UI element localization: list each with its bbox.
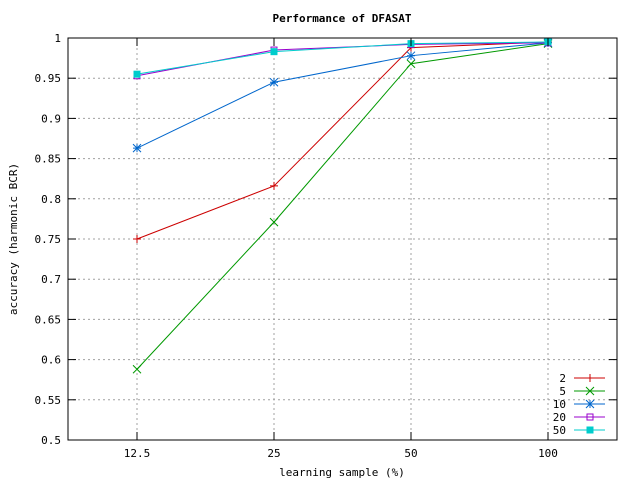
y-tick-label: 0.7: [41, 273, 61, 286]
series-line: [136, 43, 549, 370]
data-point-plus: [270, 181, 278, 190]
data-point-star: [132, 143, 142, 153]
series-5: [132, 39, 553, 374]
series-line: [136, 41, 549, 75]
legend-label: 5: [559, 385, 566, 398]
data-point-cross: [585, 386, 595, 396]
y-tick-label: 0.75: [35, 233, 62, 246]
data-point-cross: [132, 364, 142, 374]
y-tick-label: 0.6: [41, 354, 61, 367]
y-tick-label: 0.55: [35, 394, 62, 407]
data-point-plus: [586, 374, 594, 382]
legend-item: 10: [553, 398, 605, 411]
legend-item: 2: [559, 372, 605, 385]
data-point-cross: [269, 217, 279, 227]
x-axis-label: learning sample (%): [279, 466, 405, 479]
legend-label: 10: [553, 398, 566, 411]
axis-layer: 0.5 0.55 0.6 0.65 0.7 0.75 0.8 0.85 0.9 0.95 1 12.5…: [35, 32, 617, 460]
y-tick-label: 0.5: [41, 434, 61, 447]
x-tick-label: 12.5: [124, 447, 151, 460]
y-tick-label: 1: [54, 32, 61, 45]
data-point-star: [269, 77, 279, 87]
data-point-filled-square: [133, 70, 141, 78]
grid-layer: [68, 38, 617, 440]
series-20: [133, 39, 552, 80]
legend-label: 50: [553, 424, 566, 437]
data-point-star: [585, 399, 595, 409]
data-point-square: [586, 413, 594, 421]
data-point-star: [406, 51, 416, 61]
series-10: [132, 38, 553, 153]
y-tick-label: 0.9: [41, 112, 61, 125]
y-tick-label: 0.85: [35, 153, 62, 166]
y-tick-label: 0.95: [35, 72, 62, 85]
legend-label: 20: [553, 411, 566, 424]
y-tick-label: 0.8: [41, 193, 61, 206]
series-layer: [132, 38, 553, 374]
legend-label: 2: [559, 372, 566, 385]
y-axis-label: accuracy (harmonic BCR): [7, 163, 20, 315]
data-point-cross: [406, 59, 416, 69]
x-tick-label: 100: [538, 447, 558, 460]
x-tick-label: 50: [404, 447, 417, 460]
series-line: [136, 42, 549, 149]
legend-item: 50: [553, 424, 605, 437]
legend-item: 5: [559, 385, 605, 398]
y-tick-label: 0.65: [35, 313, 62, 326]
chart-title: Performance of DFASAT: [272, 12, 411, 25]
x-tick-label: 25: [267, 447, 280, 460]
data-point-plus: [133, 235, 141, 243]
legend-item: 20: [553, 411, 605, 424]
series-line: [136, 41, 549, 240]
data-point-filled-square: [586, 426, 594, 434]
data-point-filled-square: [270, 48, 278, 56]
